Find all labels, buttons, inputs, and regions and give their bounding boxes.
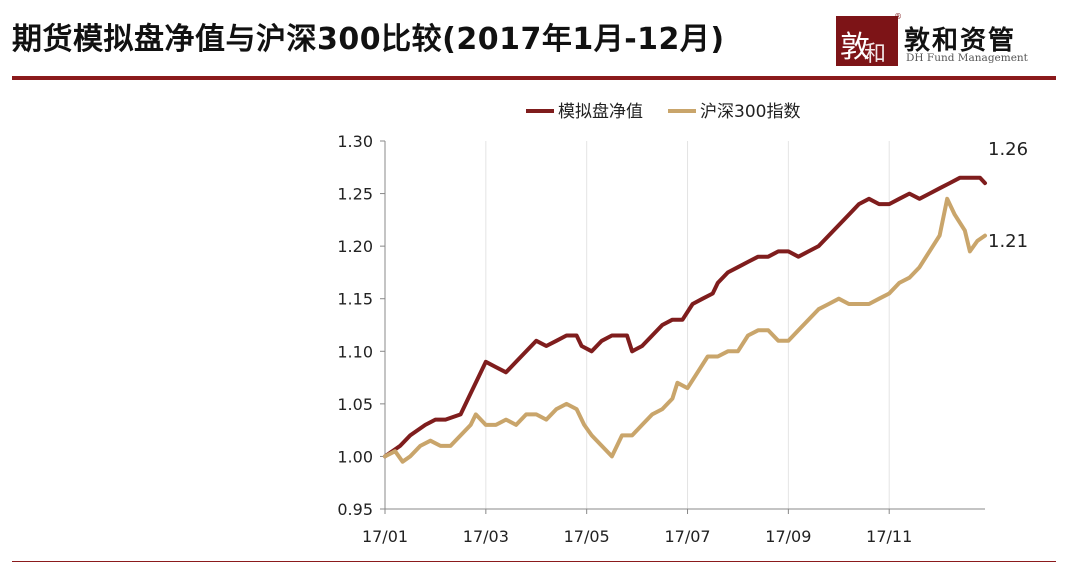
end-value-label-2: 1.21 [988, 231, 1028, 252]
y-tick-label: 1.20 [337, 237, 373, 256]
logo-glyph-2: 和 [864, 42, 887, 67]
x-tick-label: 17/09 [765, 527, 811, 546]
logo-mark: 敦 和 [836, 16, 898, 67]
footer-divider [12, 561, 1056, 562]
y-tick-label: 1.15 [337, 290, 373, 309]
y-tick-label: 1.25 [337, 185, 373, 204]
y-tick-label: 1.10 [337, 342, 373, 361]
series-line-2 [383, 196, 987, 464]
x-tick-label: 17/01 [362, 527, 408, 546]
registered-mark: ® [894, 12, 902, 21]
x-tick-label: 17/03 [463, 527, 509, 546]
end-value-label-1: 1.26 [988, 139, 1028, 160]
x-tick-label: 17/07 [664, 527, 710, 546]
x-tick-label: 17/05 [564, 527, 610, 546]
x-tick-label: 17/11 [866, 527, 912, 546]
company-logo: 敦 和 ® 敦和资管 DH Fund Management [836, 8, 1061, 68]
company-name: 敦和资管 [904, 26, 1017, 56]
y-tick-label: 1.00 [337, 447, 373, 466]
page-title: 期货模拟盘净值与沪深300比较(2017年1月-12月) [12, 22, 725, 57]
logo-glyph-1: 敦 [840, 30, 870, 65]
y-tick-label: 1.05 [337, 395, 373, 414]
y-tick-label: 0.95 [337, 500, 373, 519]
series-line-1 [383, 175, 987, 459]
y-tick-label: 1.30 [337, 132, 373, 151]
header-divider [12, 76, 1056, 80]
legend-label-2: 沪深300指数 [700, 102, 800, 122]
legend-label-1: 模拟盘净值 [558, 102, 643, 122]
company-subtitle: DH Fund Management [906, 52, 1028, 64]
